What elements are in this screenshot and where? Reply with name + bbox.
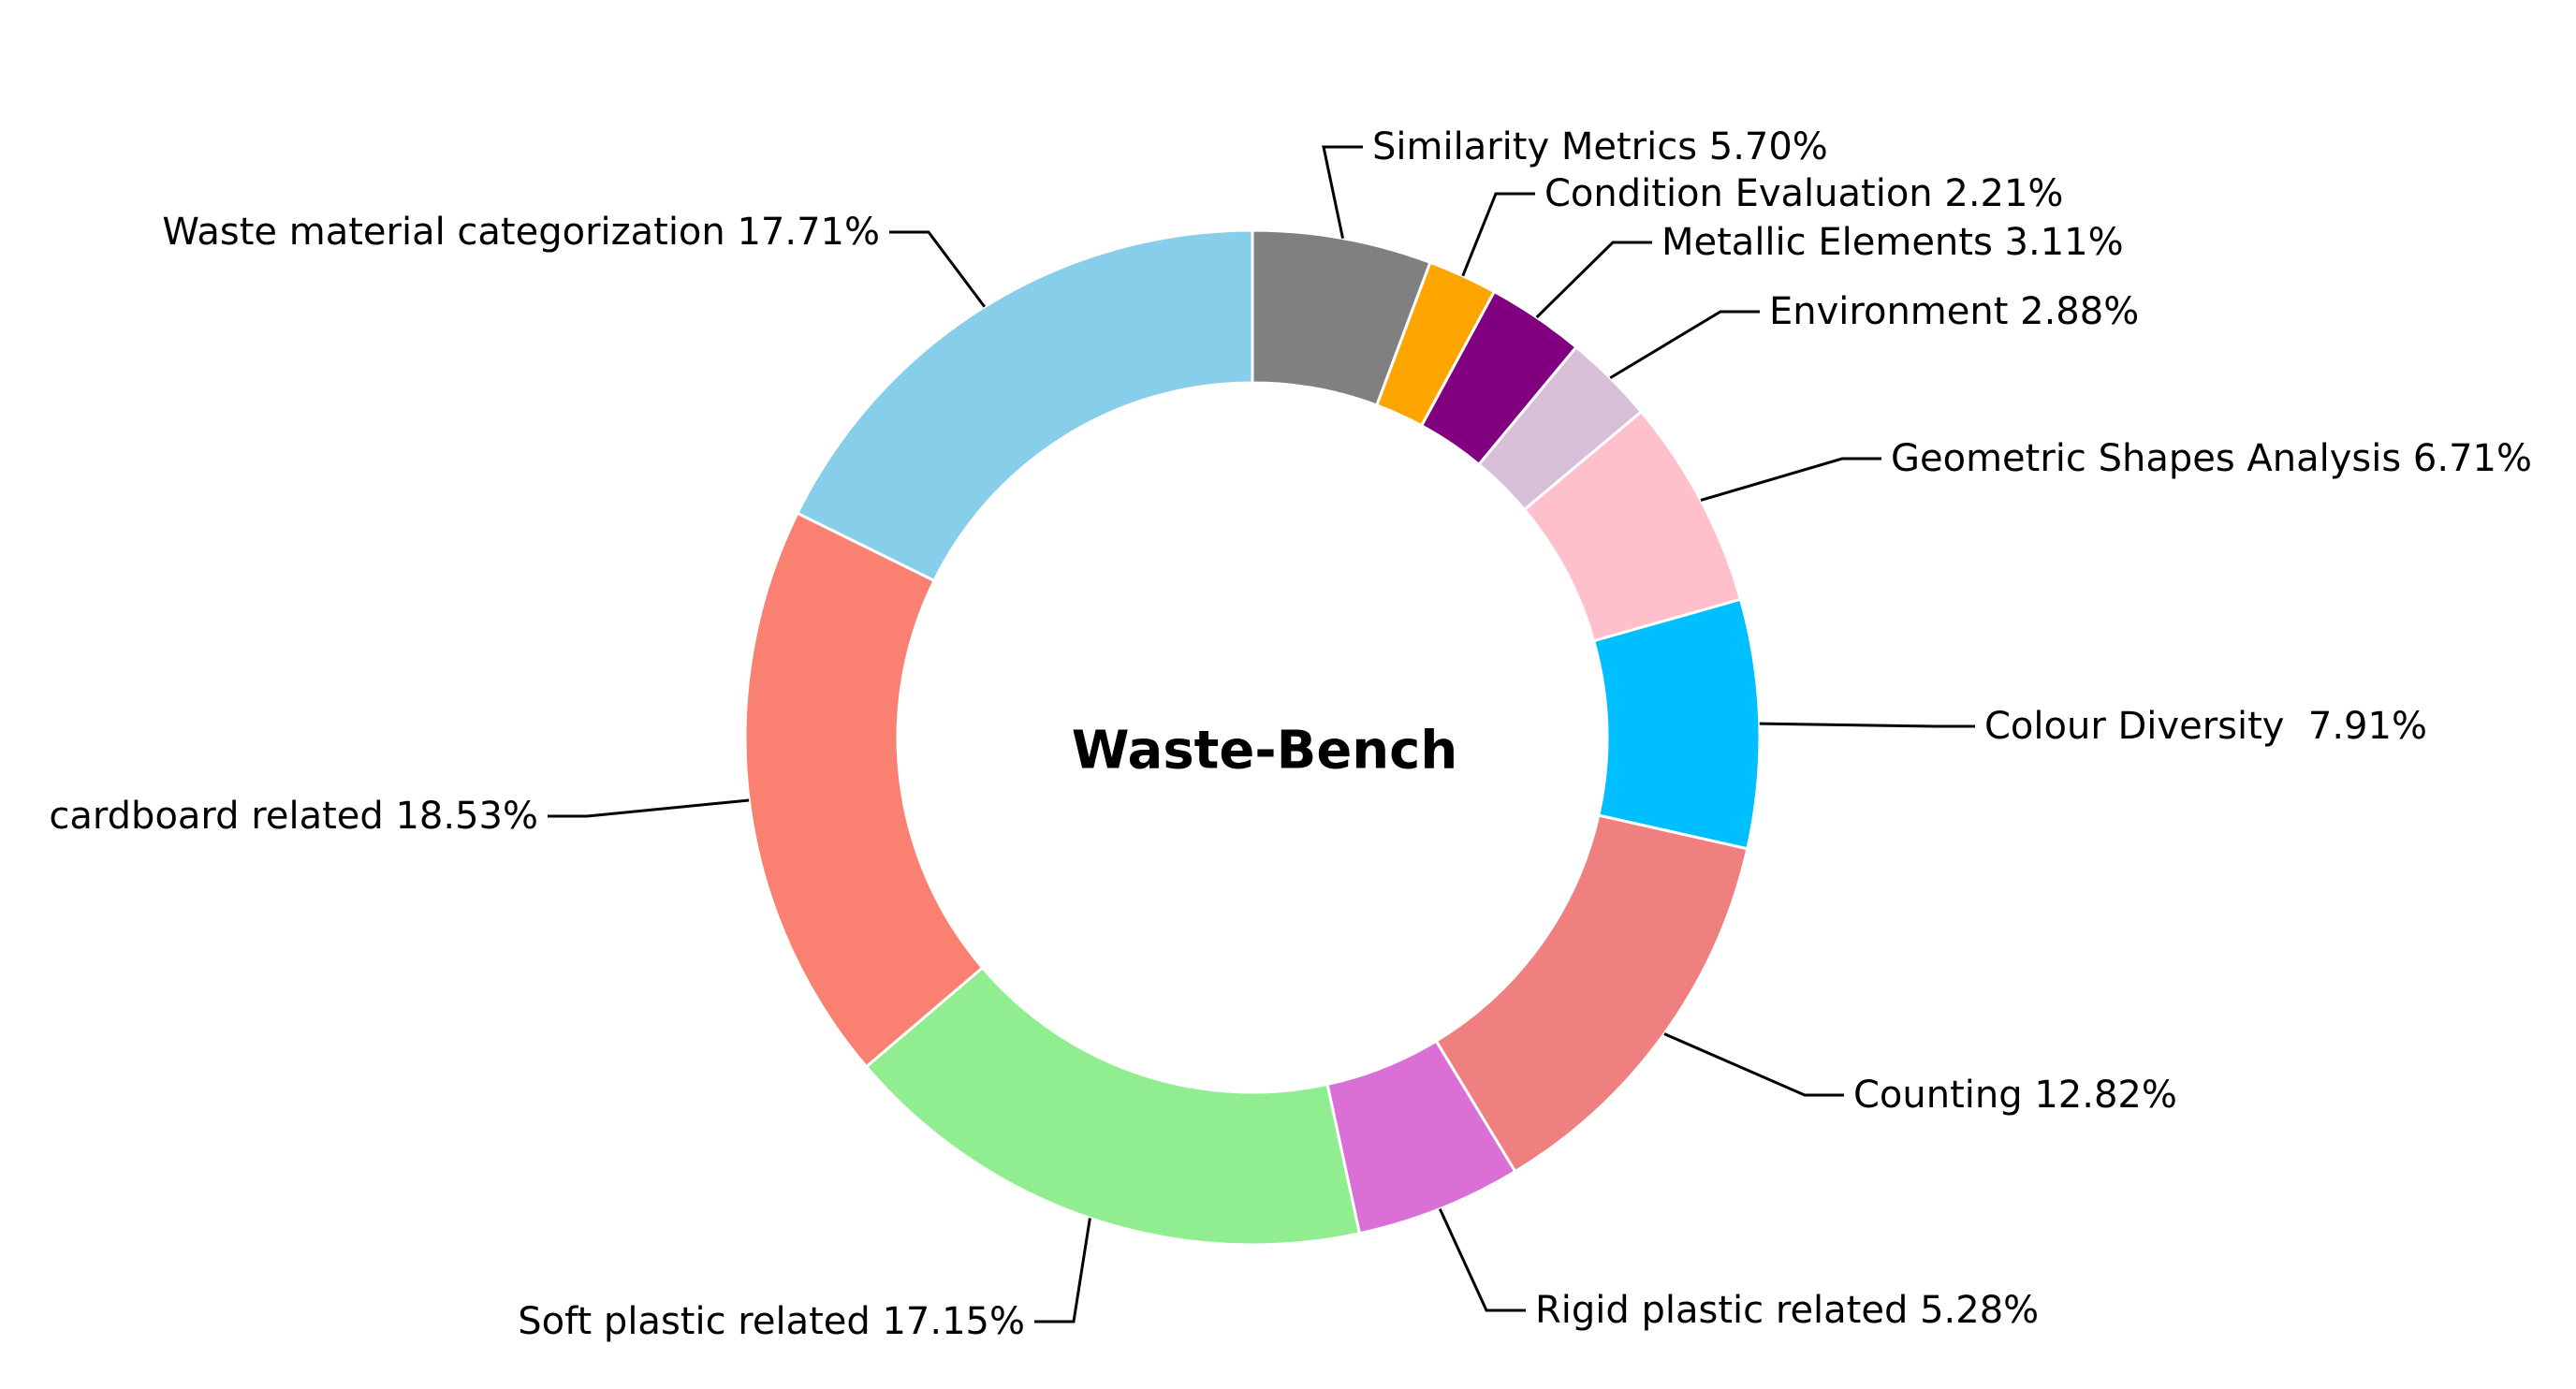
leader-line-similarity-metrics <box>1322 145 1363 239</box>
leader-line-condition-evaluation <box>1461 192 1535 277</box>
slice-label-cardboard-related: cardboard related 18.53% <box>49 795 538 838</box>
slice-label-colour-diversity: Colour Diversity 7.91% <box>1984 705 2427 748</box>
slice-label-condition-evaluation: Condition Evaluation 2.21% <box>1544 172 2063 215</box>
slice-label-metallic-elements: Metallic Elements 3.11% <box>1661 221 2124 264</box>
wedge-waste-material-categorization <box>796 228 1254 582</box>
leader-line-metallic-elements <box>1535 241 1652 319</box>
wedge-soft-plastic-related <box>865 966 1361 1247</box>
wedge-colour-diversity <box>1592 597 1762 851</box>
slice-label-similarity-metrics: Similarity Metrics 5.70% <box>1372 125 1828 168</box>
leader-line-colour-diversity <box>1759 722 1975 728</box>
slice-label-counting: Counting 12.82% <box>1853 1074 2177 1117</box>
leader-line-environment <box>1609 310 1760 380</box>
leader-line-counting <box>1663 1032 1844 1097</box>
leader-line-geometric-shapes-analysis <box>1700 457 1881 502</box>
slice-label-environment: Environment 2.88% <box>1769 290 2139 333</box>
wedges-layer <box>743 228 1762 1247</box>
leader-line-soft-plastic-related <box>1034 1218 1091 1323</box>
slice-label-rigid-plastic-related: Rigid plastic related 5.28% <box>1535 1289 2039 1332</box>
wedge-cardboard-related <box>743 511 985 1069</box>
slice-label-soft-plastic-related: Soft plastic related 17.15% <box>518 1300 1025 1343</box>
leader-line-rigid-plastic-related <box>1438 1208 1526 1312</box>
leader-lines-layer <box>548 145 1975 1323</box>
leader-line-waste-material-categorization <box>889 230 986 308</box>
slice-label-geometric-shapes-analysis: Geometric Shapes Analysis 6.71% <box>1891 437 2532 480</box>
leader-line-cardboard-related <box>548 798 750 818</box>
slice-label-waste-material-categorization: Waste material categorization 17.71% <box>162 211 880 254</box>
chart-title: Waste-Bench <box>1072 721 1457 782</box>
slice-labels-layer: Similarity Metrics 5.70%Condition Evalua… <box>49 125 2532 1343</box>
